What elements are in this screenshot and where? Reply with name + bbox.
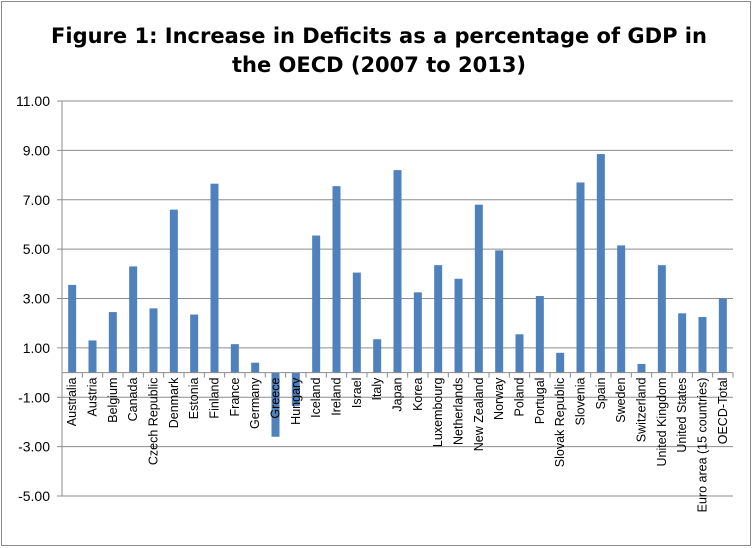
- bar-30: [678, 313, 687, 373]
- category-label: United States: [675, 378, 689, 453]
- bar-12: [312, 235, 321, 373]
- category-label: Austria: [86, 378, 100, 417]
- category-label: Finland: [208, 378, 222, 419]
- bar-1: [88, 340, 97, 373]
- y-tick-label: -5.00: [18, 488, 50, 504]
- bar-7: [210, 183, 219, 373]
- category-label: New Zealand: [472, 378, 486, 452]
- category-label: Slovenia: [574, 378, 588, 426]
- bar-5: [169, 209, 178, 373]
- category-label: OECD-Total: [716, 378, 730, 445]
- category-label: Estonia: [187, 378, 201, 420]
- category-label: Switzerland: [635, 378, 649, 443]
- y-tick-labels: 11.00 9.00 7.00 5.00 3.00 1.00 -1.00 -3.00 -5.00: [16, 93, 50, 504]
- bar-27: [617, 245, 626, 373]
- category-label: Greece: [269, 378, 283, 419]
- bar-20: [474, 204, 483, 373]
- category-label: Norway: [492, 377, 506, 420]
- bars: [68, 154, 727, 437]
- bar-15: [373, 339, 382, 373]
- category-label: Ireland: [330, 378, 344, 416]
- y-tick-label: 11.00: [16, 93, 50, 109]
- bar-23: [535, 296, 544, 373]
- category-label: Portugal: [533, 378, 547, 425]
- bar-11: [291, 372, 300, 406]
- bar-3: [129, 266, 138, 373]
- bar-31: [698, 317, 707, 373]
- bar-9: [251, 362, 260, 373]
- category-label: Euro area (15 countries): [696, 378, 710, 513]
- y-tick-label: 7.00: [23, 192, 50, 208]
- bar-4: [149, 308, 158, 373]
- category-label: Denmark: [167, 377, 181, 428]
- category-label: Netherlands: [452, 378, 466, 445]
- y-tick-label: 9.00: [23, 142, 50, 158]
- bar-14: [352, 272, 361, 373]
- category-label: Slovak Republic: [553, 378, 567, 468]
- bar-16: [393, 170, 402, 373]
- category-label: Australia: [65, 378, 79, 427]
- category-label: France: [228, 378, 242, 417]
- category-label: Japan: [391, 378, 405, 412]
- bar-8: [230, 344, 239, 373]
- chart-title: Figure 1: Increase in Deficits as a perc…: [51, 24, 707, 77]
- axes: [61, 101, 734, 496]
- category-label: Germany: [248, 377, 262, 429]
- bar-10: [271, 372, 280, 437]
- bar-0: [68, 284, 77, 373]
- bar-28: [637, 363, 646, 373]
- category-label: Belgium: [106, 378, 120, 423]
- y-tick-label: -3.00: [18, 439, 50, 455]
- category-label: Czech Republic: [147, 378, 161, 466]
- category-labels: Australia Austria Belgium Canada Czech Repub…: [65, 377, 730, 513]
- bar-2: [108, 312, 117, 373]
- category-label: Israel: [350, 378, 364, 409]
- category-label: Poland: [513, 378, 527, 417]
- y-tick-label: -1.00: [18, 389, 50, 405]
- bar-18: [434, 265, 443, 373]
- y-tick-label: 3.00: [23, 291, 50, 307]
- bar-21: [495, 250, 504, 373]
- category-label: Luxembourg: [431, 378, 445, 448]
- category-label: Hungary: [289, 377, 303, 425]
- bar-13: [332, 186, 341, 373]
- category-label: Spain: [594, 378, 608, 410]
- y-tick-label: 5.00: [23, 241, 50, 257]
- bar-19: [454, 278, 463, 373]
- category-label: Iceland: [309, 378, 323, 418]
- bar-22: [515, 334, 524, 373]
- category-label: United Kingdom: [655, 378, 669, 467]
- bar-32: [718, 298, 727, 373]
- bar-24: [556, 352, 565, 373]
- bar-26: [596, 154, 605, 373]
- category-label: Italy: [370, 377, 384, 401]
- bar-29: [657, 265, 666, 373]
- bar-17: [413, 292, 422, 373]
- bar-25: [576, 182, 585, 373]
- category-label: Canada: [126, 378, 140, 422]
- category-label: Sweden: [614, 378, 628, 423]
- category-label: Korea: [411, 378, 425, 411]
- y-tick-label: 1.00: [23, 340, 50, 356]
- bar-6: [190, 314, 199, 373]
